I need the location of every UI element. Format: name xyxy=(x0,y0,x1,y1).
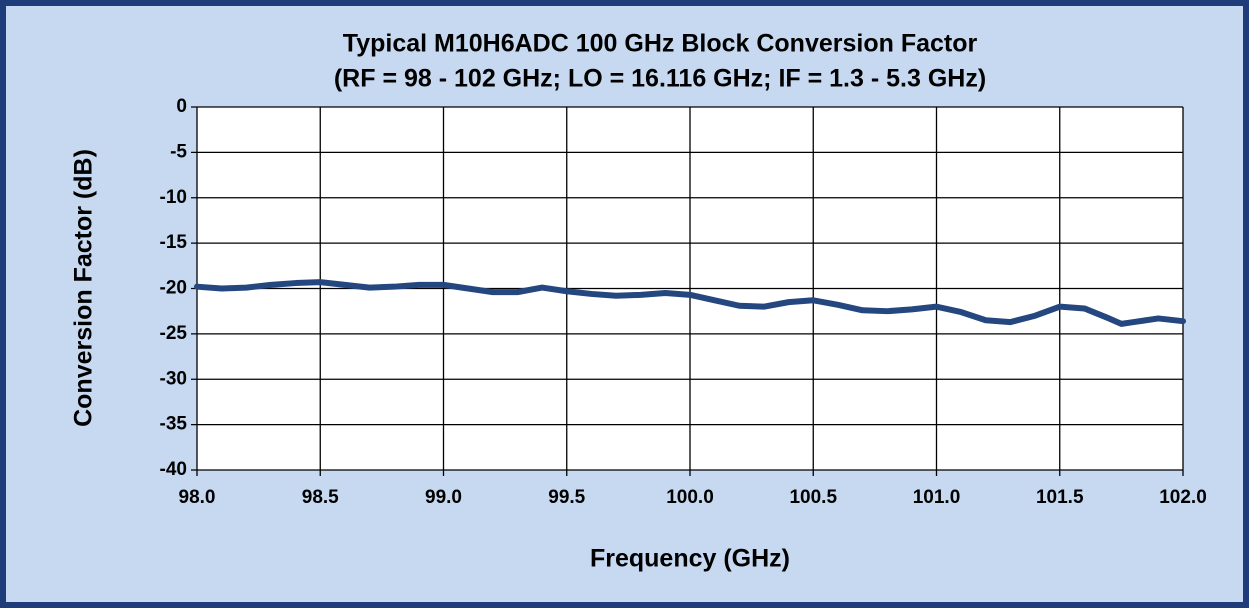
data-line xyxy=(194,279,1186,327)
x-tick-label: 100.5 xyxy=(789,487,837,508)
x-tick-label: 98.5 xyxy=(302,487,339,508)
x-axis-label: Frequency (GHz) xyxy=(590,545,790,573)
y-tick-label: 0 xyxy=(176,96,187,117)
y-tick-label: -10 xyxy=(160,187,187,208)
y-tick-label: -25 xyxy=(160,323,188,344)
chart-subtitle: (RF = 98 - 102 GHz; LO = 16.116 GHz; IF … xyxy=(334,65,986,93)
x-tick-label: 100.0 xyxy=(666,487,714,508)
y-tick-label: -40 xyxy=(160,459,187,480)
x-tick-label: 101.5 xyxy=(1036,487,1084,508)
x-tick-label: 99.5 xyxy=(548,487,585,508)
x-tick-label: 99.0 xyxy=(425,487,462,508)
y-tick-label: -35 xyxy=(160,414,188,435)
y-tick-label: -15 xyxy=(160,232,188,253)
y-tick-label: -5 xyxy=(170,141,187,162)
x-tick-label: 98.0 xyxy=(179,487,216,508)
y-tick-label: -20 xyxy=(160,278,187,299)
x-tick-label: 102.0 xyxy=(1159,487,1207,508)
x-tick-label: 101.0 xyxy=(913,487,961,508)
y-axis-label: Conversion Factor (dB) xyxy=(70,149,98,427)
y-tick-label: -30 xyxy=(160,368,187,389)
chart-title: Typical M10H6ADC 100 GHz Block Conversio… xyxy=(343,30,978,58)
